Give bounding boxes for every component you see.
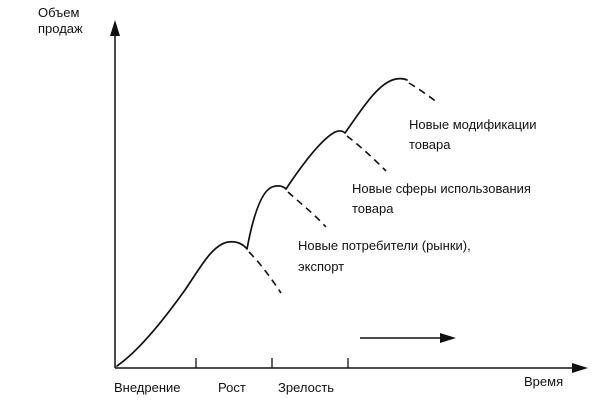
stage-label-vnedrenie: Внедрение	[114, 380, 181, 395]
y-axis-label-line1: Объем	[38, 5, 79, 20]
decline-dash-2	[287, 191, 327, 228]
decline-dash-3	[346, 135, 387, 172]
annotation-new-uses-line2: товара	[352, 201, 394, 216]
decline-dash-4	[408, 82, 439, 104]
annotation-new-modifications-line2: товара	[409, 137, 451, 152]
sales-curve	[116, 77, 408, 367]
direction-arrow-head	[440, 333, 456, 343]
annotation-new-modifications-line1: Новые модификации	[409, 117, 537, 132]
y-axis-arrowhead	[110, 20, 120, 36]
annotation-new-uses-line1: Новые сферы использования	[352, 181, 531, 196]
x-axis-arrowhead	[572, 363, 588, 373]
stage-label-rost: Рост	[218, 380, 246, 395]
decline-dash-1	[248, 251, 282, 294]
annotation-new-consumers-line1: Новые потребители (рынки),	[298, 238, 471, 253]
annotation-new-consumers-line2: экспорт	[298, 259, 344, 274]
x-axis-label: Время	[524, 374, 563, 389]
stage-label-zrelost: Зрелость	[278, 380, 334, 395]
y-axis-label-line2: продаж	[38, 21, 83, 36]
